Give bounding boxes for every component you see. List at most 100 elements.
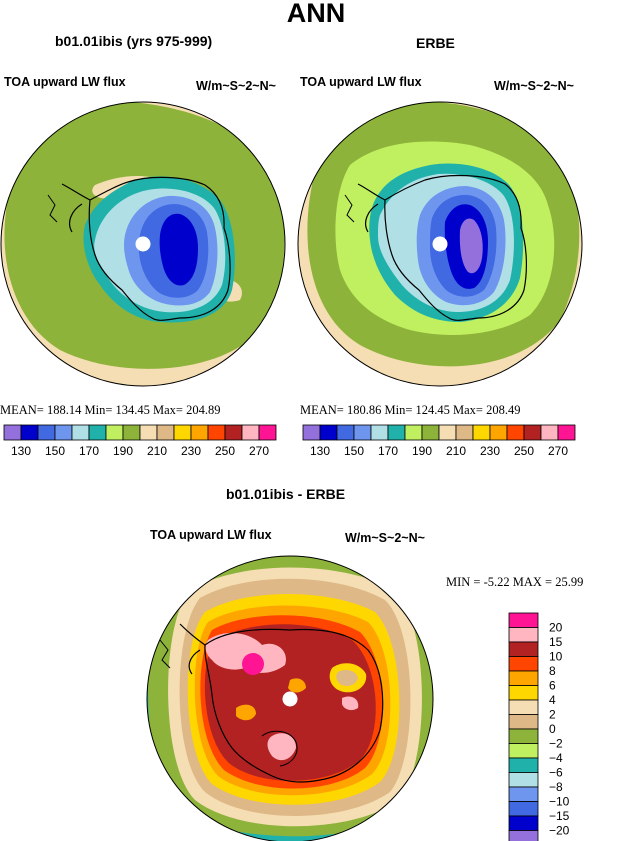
map-model bbox=[0, 101, 286, 387]
field-band bbox=[342, 696, 359, 711]
colorbar-tick-label: 210 bbox=[446, 444, 466, 458]
colorbar-box bbox=[319, 424, 338, 441]
field-band bbox=[267, 733, 296, 761]
panel-1-variable: TOA upward LW flux bbox=[4, 75, 126, 89]
page-title: ANN bbox=[286, 0, 346, 28]
colorbar-tick-label: 150 bbox=[45, 444, 65, 458]
map-border bbox=[297, 101, 583, 387]
colorbar-box bbox=[508, 699, 539, 715]
colorbar-box bbox=[173, 424, 192, 441]
colorbar-tick-label: 2 bbox=[549, 708, 556, 722]
colorbar-box bbox=[370, 424, 389, 441]
colorbar-tick-label: 170 bbox=[79, 444, 99, 458]
colorbar-tick-label: 270 bbox=[249, 444, 269, 458]
colorbar-tick-label: 10 bbox=[549, 650, 563, 664]
colorbar-tick-label: 190 bbox=[113, 444, 133, 458]
coastline bbox=[384, 174, 527, 321]
panel-1-units: W/m~S~2~N~ bbox=[196, 79, 276, 93]
map-border bbox=[0, 101, 286, 387]
panel-3-stats: MIN = -5.22 MAX = 25.99 bbox=[446, 575, 584, 589]
colorbar-tick-label: 230 bbox=[480, 444, 500, 458]
pole-marker bbox=[135, 236, 151, 252]
panel-2-stats: MEAN= 180.86 Min= 124.45 Max= 208.49 bbox=[300, 403, 521, 417]
colorbar-box bbox=[438, 424, 457, 441]
colorbar-tick-label: −10 bbox=[549, 795, 570, 809]
colorbar-tick-label: −8 bbox=[549, 780, 563, 794]
colorbar-tick-label: 8 bbox=[549, 664, 556, 678]
colorbar-box bbox=[207, 424, 226, 441]
colorbar-tick-label: 270 bbox=[548, 444, 568, 458]
coastline bbox=[204, 628, 384, 783]
colorbar-box bbox=[508, 786, 539, 802]
colorbar-tick-label: 150 bbox=[344, 444, 364, 458]
colorbar-box bbox=[489, 424, 508, 441]
colorbar-box bbox=[190, 424, 209, 441]
colorbar-box bbox=[3, 424, 22, 441]
colorbar-box bbox=[557, 424, 576, 441]
map-diff bbox=[146, 555, 434, 841]
colorbar-box bbox=[508, 641, 539, 657]
colorbar-box bbox=[105, 424, 124, 441]
colorbar-box bbox=[508, 728, 539, 744]
colorbar-tick-label: 230 bbox=[181, 444, 201, 458]
colorbar-box bbox=[508, 612, 539, 628]
coastline bbox=[88, 176, 231, 321]
panel-2-variable: TOA upward LW flux bbox=[300, 75, 422, 89]
colorbar-box bbox=[353, 424, 372, 441]
colorbar-box bbox=[523, 424, 542, 441]
coastline bbox=[344, 194, 355, 223]
colorbar-box bbox=[88, 424, 107, 441]
colorbar-box bbox=[20, 424, 39, 441]
panel-2-units: W/m~S~2~N~ bbox=[494, 79, 574, 93]
colorbar-obs: 130 150 170 190 210 230 250 270 bbox=[302, 424, 576, 458]
colorbar-tick-label: −15 bbox=[549, 809, 570, 823]
colorbar-tick-label: 4 bbox=[549, 693, 556, 707]
panel-1-title: b01.01ibis (yrs 975-999) bbox=[55, 33, 213, 49]
colorbar-tick-label: 190 bbox=[412, 444, 432, 458]
colorbar-model: 130 150 170 190 210 230 250 270 bbox=[3, 424, 277, 458]
colorbar-tick-label: 15 bbox=[549, 635, 563, 649]
colorbar-box bbox=[506, 424, 525, 441]
coastline bbox=[159, 639, 171, 669]
colorbar-box bbox=[508, 627, 539, 643]
colorbar-box bbox=[508, 772, 539, 788]
colorbar-box bbox=[241, 424, 260, 441]
colorbar-tick-label: −6 bbox=[549, 766, 563, 780]
panel-2-title: ERBE bbox=[416, 35, 455, 51]
field-band bbox=[205, 632, 286, 673]
field-band bbox=[242, 653, 264, 675]
panel-3-units: W/m~S~2~N~ bbox=[345, 531, 425, 545]
colorbar-box bbox=[508, 743, 539, 759]
colorbar-box bbox=[508, 801, 539, 817]
field-band bbox=[288, 678, 306, 693]
colorbar-tick-label: −2 bbox=[549, 737, 563, 751]
panel-1-stats: MEAN= 188.14 Min= 134.45 Max= 204.89 bbox=[0, 403, 221, 417]
field-band bbox=[236, 704, 256, 721]
colorbar-tick-label: 6 bbox=[549, 679, 556, 693]
colorbar-box bbox=[258, 424, 277, 441]
coastline bbox=[47, 194, 58, 223]
colorbar-box bbox=[302, 424, 321, 441]
colorbar-box bbox=[508, 656, 539, 672]
panel-3-variable: TOA upward LW flux bbox=[150, 528, 272, 542]
colorbar-box bbox=[54, 424, 73, 441]
colorbar-tick-label: 130 bbox=[11, 444, 31, 458]
coastline bbox=[179, 623, 206, 675]
field-band bbox=[159, 213, 198, 286]
colorbar-tick-label: −20 bbox=[549, 824, 570, 838]
coastline bbox=[61, 183, 91, 233]
colorbar-box bbox=[336, 424, 355, 441]
colorbar-tick-label: 170 bbox=[378, 444, 398, 458]
colorbar-box bbox=[156, 424, 175, 441]
panel-3-title: b01.01ibis - ERBE bbox=[226, 486, 346, 502]
colorbar-tick-label: 250 bbox=[215, 444, 235, 458]
coastline bbox=[357, 183, 386, 233]
colorbar-box bbox=[224, 424, 243, 441]
pole-marker bbox=[282, 691, 298, 707]
colorbar-box bbox=[508, 815, 539, 831]
colorbar-tick-label: 130 bbox=[310, 444, 330, 458]
colorbar-box bbox=[404, 424, 423, 441]
field-band bbox=[459, 218, 483, 274]
